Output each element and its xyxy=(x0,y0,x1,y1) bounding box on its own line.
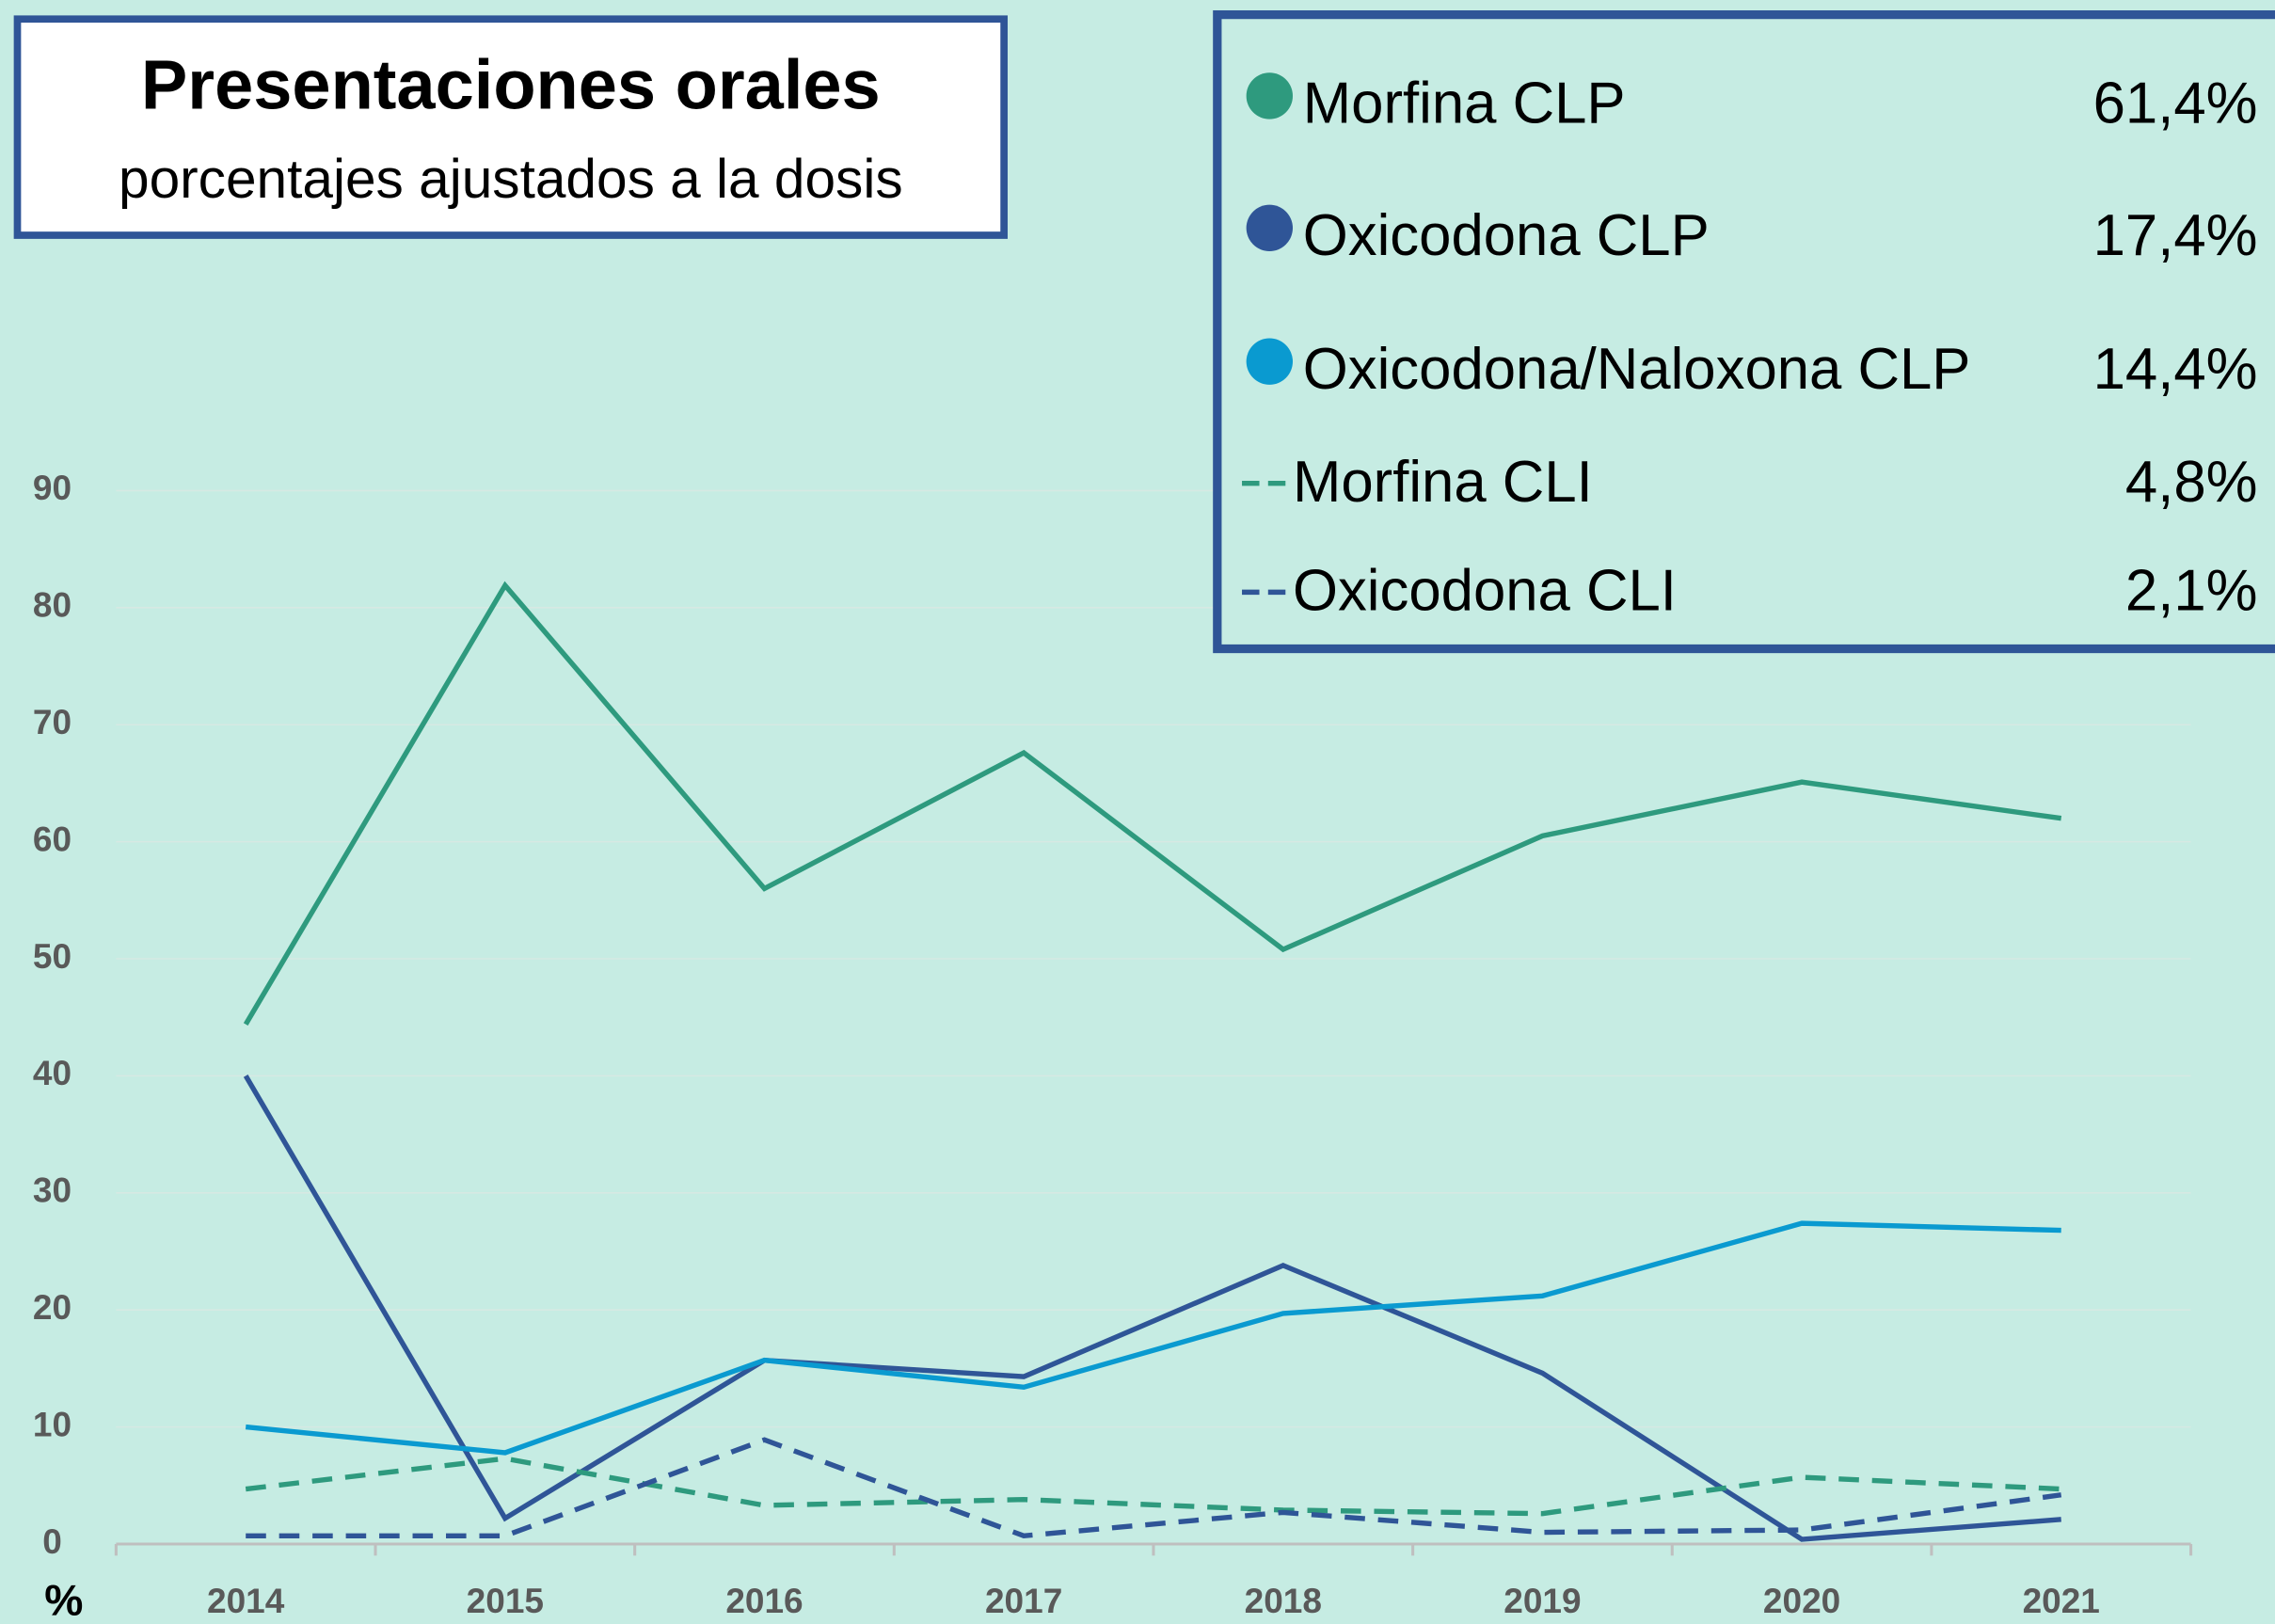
chart-subtitle: porcentajes ajustados a la dosis xyxy=(119,149,903,210)
y-tick-label: 20 xyxy=(33,1287,72,1327)
x-tick-label: 2021 xyxy=(2023,1581,2100,1620)
y-axis-label: % xyxy=(44,1575,83,1624)
legend-share: 17,4% xyxy=(2093,203,2258,268)
x-tick-label: 2018 xyxy=(1245,1581,1322,1620)
y-tick-label: 60 xyxy=(33,819,72,858)
series-line xyxy=(243,581,2062,1027)
x-tick-label: 2019 xyxy=(1503,1581,1581,1620)
y-tick-label: 30 xyxy=(33,1170,72,1210)
y-tick-label: 90 xyxy=(33,468,72,507)
x-tick-label: 2017 xyxy=(985,1581,1062,1620)
x-tick-label: 2014 xyxy=(207,1581,285,1620)
series-line xyxy=(243,1075,2061,1542)
series-line xyxy=(246,1437,2062,1539)
y-tick-label: 80 xyxy=(33,585,72,625)
y-tick-label: 0 xyxy=(42,1521,62,1561)
x-tick-label: 2016 xyxy=(725,1581,803,1620)
y-tick-label: 40 xyxy=(33,1053,72,1092)
legend-label: Morfina CLP xyxy=(1303,72,1626,136)
y-tick-label: 10 xyxy=(33,1404,72,1443)
legend-marker xyxy=(1246,338,1294,385)
series-line xyxy=(245,1220,2061,1456)
title-box xyxy=(13,15,1008,239)
x-tick-label: 2020 xyxy=(1763,1581,1840,1620)
chart-title: Presentaciones orales xyxy=(141,45,881,123)
legend-marker xyxy=(1246,72,1294,119)
series-line xyxy=(245,1456,2061,1517)
legend-share: 14,4% xyxy=(2093,337,2258,402)
legend-label: Oxicodona CLI xyxy=(1293,559,1677,624)
legend-share: 4,8% xyxy=(2125,450,2258,515)
y-tick-label: 50 xyxy=(33,936,72,976)
legend: Morfina CLP 61,4% Oxicodona CLP 17,4% Oxicod… xyxy=(1242,72,2257,624)
legend-label: Oxicodona CLP xyxy=(1303,203,1710,268)
legend-share: 61,4% xyxy=(2093,72,2258,136)
legend-box xyxy=(1213,9,2275,654)
legend-marker xyxy=(1246,204,1294,251)
legend-share: 2,1% xyxy=(2125,559,2258,624)
legend-label: Oxicodona/Naloxona CLP xyxy=(1303,337,1971,402)
y-tick-label: 70 xyxy=(33,702,72,741)
legend-label: Morfina CLI xyxy=(1293,450,1593,515)
x-tick-label: 2015 xyxy=(467,1581,544,1620)
